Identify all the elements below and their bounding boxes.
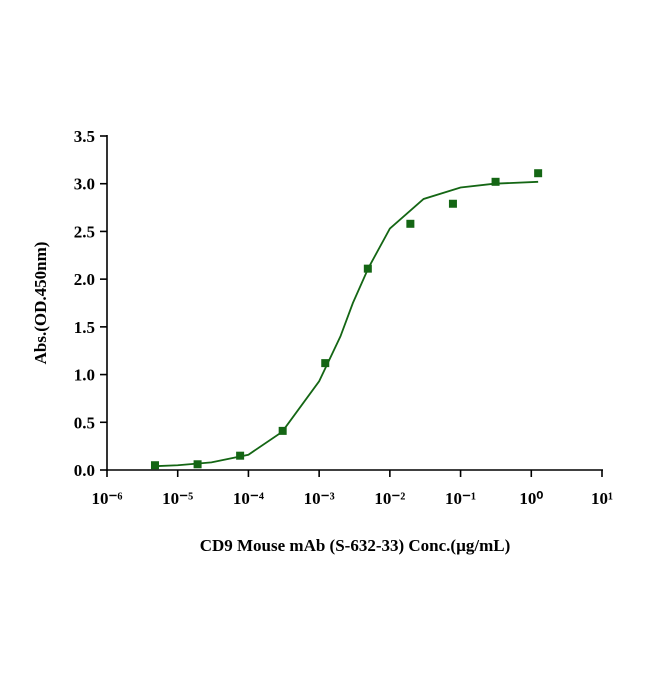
x-tick-label: 10⁻² — [374, 489, 405, 508]
y-tick-label: 3.0 — [74, 175, 95, 194]
y-tick-label: 1.0 — [74, 366, 95, 385]
x-tick-label: 10⁰ — [519, 489, 543, 508]
x-tick-label: 10⁻⁴ — [233, 489, 264, 508]
x-tick-label: 10⁻¹ — [445, 489, 476, 508]
x-tick-label: 10¹ — [591, 489, 613, 508]
data-point — [150, 461, 159, 470]
y-tick-label: 2.0 — [74, 270, 95, 289]
y-axis-label: Abs.(OD.450nm) — [31, 242, 50, 365]
x-axis-label: CD9 Mouse mAb (S-632-33) Conc.(µg/mL) — [200, 536, 511, 555]
data-point — [534, 169, 543, 178]
y-tick-label: 1.5 — [74, 318, 95, 337]
data-point — [491, 177, 500, 186]
data-point — [406, 219, 415, 228]
x-tick-label: 10⁻⁵ — [162, 489, 193, 508]
x-tick-label: 10⁻³ — [304, 489, 335, 508]
y-tick-label: 3.5 — [74, 127, 95, 146]
y-tick-label: 0.5 — [74, 413, 95, 432]
fit-curve — [154, 180, 539, 468]
data-point — [321, 359, 330, 368]
y-tick-label: 0.0 — [74, 461, 95, 480]
data-point — [448, 199, 457, 208]
x-tick-label: 10⁻⁶ — [91, 489, 122, 508]
y-tick-label: 2.5 — [74, 222, 95, 241]
